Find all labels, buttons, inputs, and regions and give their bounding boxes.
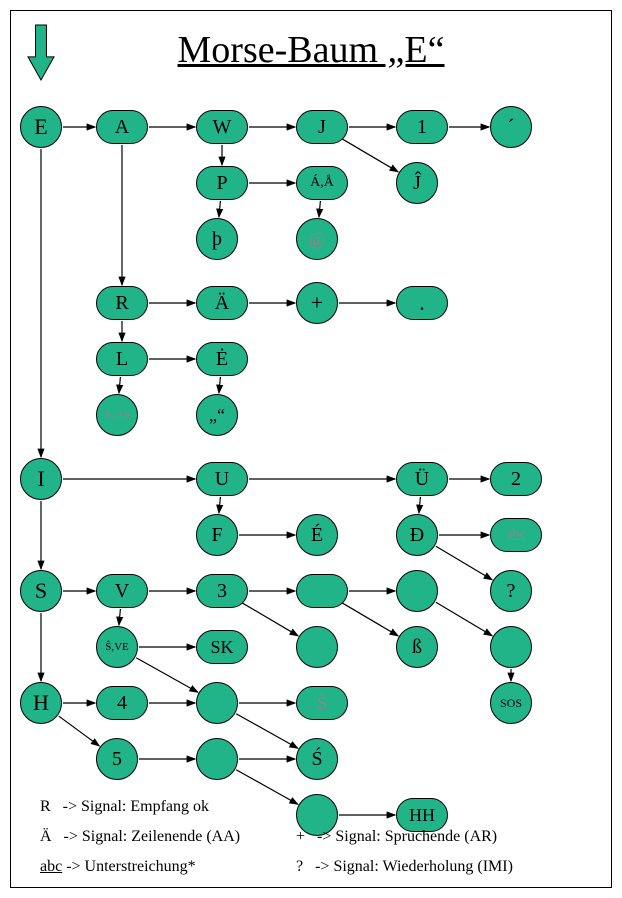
node-I: I bbox=[20, 458, 62, 500]
node-abc: abc bbox=[490, 518, 542, 552]
node-Adia: Ä bbox=[196, 286, 248, 320]
node-blank3 bbox=[296, 626, 338, 668]
node-F: F bbox=[196, 514, 238, 556]
node-qmark: ? bbox=[490, 570, 532, 612]
node-L: L bbox=[96, 342, 148, 376]
node-R: R bbox=[96, 286, 148, 320]
node-SK: SK bbox=[196, 630, 248, 664]
node-sz: ß bbox=[396, 626, 438, 668]
node-dot: . bbox=[396, 286, 448, 320]
node-1: 1 bbox=[396, 110, 448, 144]
node-Sacute: Ś bbox=[296, 738, 338, 780]
node-E: E bbox=[20, 106, 62, 148]
node-Edot: Ė bbox=[196, 342, 248, 376]
node-U: U bbox=[196, 462, 248, 496]
node-SOS: SOS bbox=[490, 682, 532, 724]
node-c2 bbox=[196, 738, 238, 780]
node-thorn: þ bbox=[196, 218, 238, 260]
node-Eacute: É bbox=[296, 514, 338, 556]
node-J: J bbox=[296, 110, 348, 144]
node-AbrA: Á,Å bbox=[296, 166, 348, 200]
node-A: A bbox=[96, 110, 148, 144]
legend-item-1: Ä -> Signal: Zeilenende (AA) bbox=[40, 828, 240, 846]
node-Sfaded: Ŝ bbox=[296, 686, 348, 720]
node-P: P bbox=[196, 166, 248, 200]
node-acute: ´ bbox=[490, 106, 532, 148]
node-plus: + bbox=[296, 282, 338, 324]
node-S: S bbox=[20, 570, 62, 612]
node-quotes: „“ bbox=[196, 394, 238, 436]
node-W: W bbox=[196, 110, 248, 144]
node-blank4 bbox=[490, 626, 532, 668]
node-Jhat: Ĵ bbox=[396, 162, 438, 204]
node-blank1 bbox=[296, 574, 348, 608]
legend-item-3: abc -> Unterstreichung* bbox=[40, 858, 196, 876]
legend-item-0: R -> Signal: Empfang ok bbox=[40, 798, 209, 816]
legend-item-4: ? -> Signal: Wiederholung (IMI) bbox=[296, 858, 513, 876]
node-blank2 bbox=[396, 570, 438, 612]
node-Dstroke: Đ bbox=[396, 514, 438, 556]
diagram-title: Morse-Baum „E“ bbox=[0, 28, 622, 72]
node-H: H bbox=[20, 682, 62, 724]
legend-item-2: + -> Signal: Spruchende (AR) bbox=[296, 828, 497, 846]
node-c1 bbox=[196, 682, 238, 724]
node-HH: HH bbox=[396, 798, 448, 832]
node-Udia: Ü bbox=[396, 462, 448, 496]
node-5: 5 bbox=[96, 738, 138, 780]
node-SVE: Ŝ,VE bbox=[96, 626, 138, 668]
node-4: 4 bbox=[96, 686, 148, 720]
node-AS: &,AS bbox=[96, 394, 138, 436]
node-2: 2 bbox=[490, 462, 542, 496]
node-3: 3 bbox=[196, 574, 248, 608]
node-at: @ bbox=[296, 218, 338, 260]
node-V: V bbox=[96, 574, 148, 608]
